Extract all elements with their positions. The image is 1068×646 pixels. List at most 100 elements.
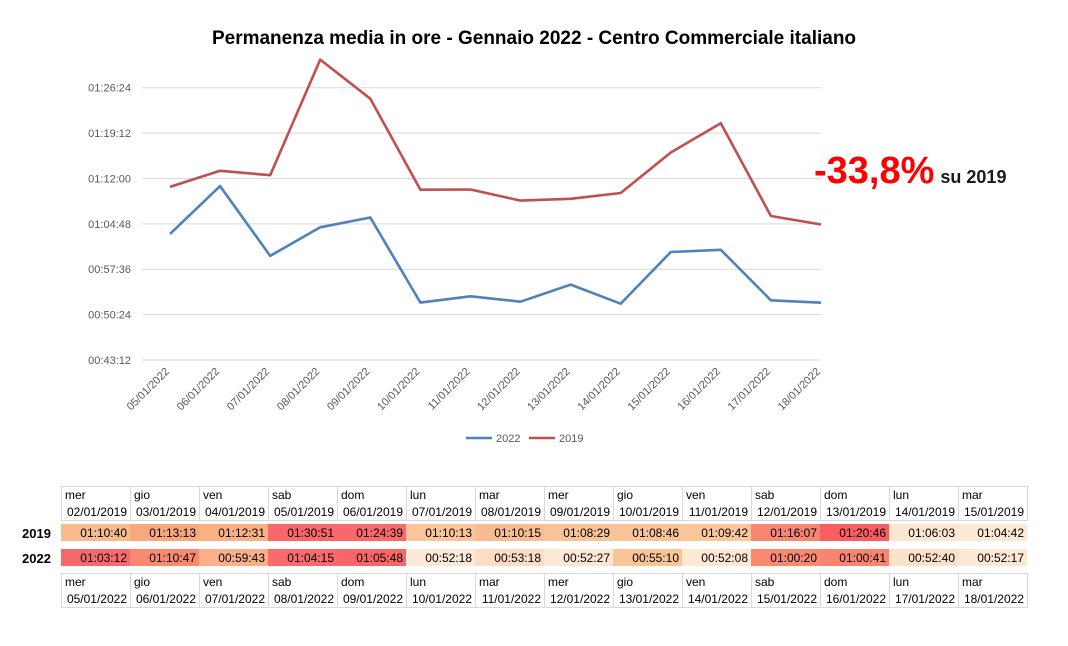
value-cell-2019: 01:10:40: [61, 524, 130, 541]
date-cell: 13/01/2022: [613, 590, 683, 608]
value-cell-2022: 01:00:20: [751, 549, 820, 566]
weekday-cell: lun: [889, 573, 959, 591]
date-cell: 05/01/2022: [61, 590, 131, 608]
x-tick-label: 08/01/2022: [275, 366, 322, 413]
weekday-cell: sab: [751, 573, 821, 591]
value-cell-2019: 01:10:13: [406, 524, 475, 541]
change-percent: -33,8%: [814, 150, 935, 192]
value-cell-2019: 01:04:42: [958, 524, 1027, 541]
y-tick-label: 01:04:48: [88, 219, 131, 231]
value-cell-2019: 01:20:46: [820, 524, 889, 541]
weekday-cell: mar: [958, 573, 1028, 591]
y-tick-label: 00:50:24: [88, 310, 131, 322]
chart-title: Permanenza media in ore - Gennaio 2022 -…: [211, 28, 857, 49]
table-2019-values: 01:10:40 01:13:13 01:12:31 01:30:51 01:24:39…: [61, 524, 1027, 541]
weekday-cell: mer: [544, 486, 614, 504]
value-cell-2019: 01:16:07: [751, 524, 820, 541]
weekday-cell: lun: [406, 573, 476, 591]
date-cell: 02/01/2019: [61, 503, 131, 521]
y-axis-ticks: 00:43:12 00:50:24 00:57:36 01:04:48 01:12:00…: [88, 83, 131, 367]
weekday-cell: lun: [889, 486, 959, 504]
value-cell-2022: 01:00:41: [820, 549, 889, 566]
x-tick-label: 06/01/2022: [175, 366, 222, 413]
weekday-cell: sab: [751, 486, 821, 504]
value-cell-2019: 01:30:51: [268, 524, 337, 541]
weekday-cell: mer: [544, 573, 614, 591]
change-suffix: su 2019: [940, 167, 1007, 187]
change-annotation: -33,8% su 2019: [814, 150, 1006, 193]
date-cell: 12/01/2019: [751, 503, 821, 521]
weekday-cell: sab: [268, 573, 338, 591]
weekday-cell: sab: [268, 486, 338, 504]
value-cell-2022: 00:52:17: [958, 549, 1027, 566]
weekday-cell: mar: [475, 573, 545, 591]
date-cell: 07/01/2019: [406, 503, 476, 521]
date-cell: 03/01/2019: [130, 503, 200, 521]
value-cell-2022: 00:53:18: [475, 549, 544, 566]
date-cell: 15/01/2022: [751, 590, 821, 608]
date-cell: 10/01/2019: [613, 503, 683, 521]
date-cell: 09/01/2022: [337, 590, 407, 608]
weekday-cell: dom: [820, 486, 890, 504]
weekday-cell: lun: [406, 486, 476, 504]
x-tick-label: 05/01/2022: [125, 366, 172, 413]
value-cell-2019: 01:08:29: [544, 524, 613, 541]
weekday-cell: mer: [61, 486, 131, 504]
weekday-cell: gio: [130, 573, 200, 591]
value-cell-2022: 01:04:15: [268, 549, 337, 566]
date-cell: 06/01/2022: [130, 590, 200, 608]
value-cell-2022: 01:10:47: [130, 549, 199, 566]
date-cell: 12/01/2022: [544, 590, 614, 608]
date-cell: 05/01/2019: [268, 503, 338, 521]
value-cell-2019: 01:10:15: [475, 524, 544, 541]
x-tick-label: 09/01/2022: [325, 366, 372, 413]
date-cell: 09/01/2019: [544, 503, 614, 521]
x-tick-label: 17/01/2022: [726, 366, 773, 413]
date-cell: 11/01/2019: [682, 503, 752, 521]
date-cell: 14/01/2019: [889, 503, 959, 521]
weekday-cell: ven: [682, 486, 752, 504]
date-cell: 07/01/2022: [199, 590, 269, 608]
date-cell: 13/01/2019: [820, 503, 890, 521]
weekday-cell: ven: [199, 573, 269, 591]
grid-lines: [142, 87, 822, 361]
value-cell-2019: 01:24:39: [337, 524, 406, 541]
y-tick-label: 00:43:12: [88, 355, 131, 367]
x-tick-label: 18/01/2022: [776, 366, 823, 413]
weekday-cell: ven: [682, 573, 752, 591]
value-cell-2022: 00:55:10: [613, 549, 682, 566]
value-cell-2022: 00:52:40: [889, 549, 958, 566]
x-tick-label: 16/01/2022: [676, 366, 723, 413]
weekday-cell: mer: [61, 573, 131, 591]
date-cell: 08/01/2019: [475, 503, 545, 521]
value-cell-2022: 00:59:43: [199, 549, 268, 566]
value-cell-2022: 00:52:18: [406, 549, 475, 566]
weekday-cell: mar: [958, 486, 1028, 504]
y-tick-label: 01:19:12: [88, 128, 131, 140]
row-label-2022: 2022: [22, 551, 51, 566]
x-tick-label: 12/01/2022: [475, 366, 522, 413]
value-cell-2022: 00:52:27: [544, 549, 613, 566]
table-2022-values: 01:03:12 01:10:47 00:59:43 01:04:15 01:05:48…: [61, 549, 1027, 566]
weekday-cell: gio: [613, 486, 683, 504]
value-cell-2022: 00:52:08: [682, 549, 751, 566]
line-chart: 00:43:12 00:50:24 00:57:36 01:04:48 01:12:00…: [88, 58, 823, 445]
legend: 2022 2019: [466, 433, 583, 445]
date-cell: 10/01/2022: [406, 590, 476, 608]
date-cell: 11/01/2022: [475, 590, 545, 608]
table-2019-header: mer gio ven sab dom lun mar mer gio ven sab dom lun m…: [61, 486, 1028, 521]
value-cell-2022: 01:05:48: [337, 549, 406, 566]
series-lines: [169, 58, 822, 306]
table-2022-footer: mer gio ven sab dom lun mar mer gio ven sab dom lun m…: [61, 573, 1028, 608]
value-cell-2019: 01:09:42: [682, 524, 751, 541]
row-label-2019: 2019: [22, 526, 51, 541]
weekday-cell: gio: [130, 486, 200, 504]
series-line-2019: [169, 58, 822, 226]
weekday-cell: mar: [475, 486, 545, 504]
value-cell-2019: 01:06:03: [889, 524, 958, 541]
weekday-cell: dom: [337, 486, 407, 504]
x-axis-ticks: 05/01/2022 06/01/2022 07/01/2022 08/01/2022…: [125, 366, 823, 413]
weekday-cell: dom: [820, 573, 890, 591]
weekday-cell: gio: [613, 573, 683, 591]
y-tick-label: 01:12:00: [88, 173, 131, 185]
